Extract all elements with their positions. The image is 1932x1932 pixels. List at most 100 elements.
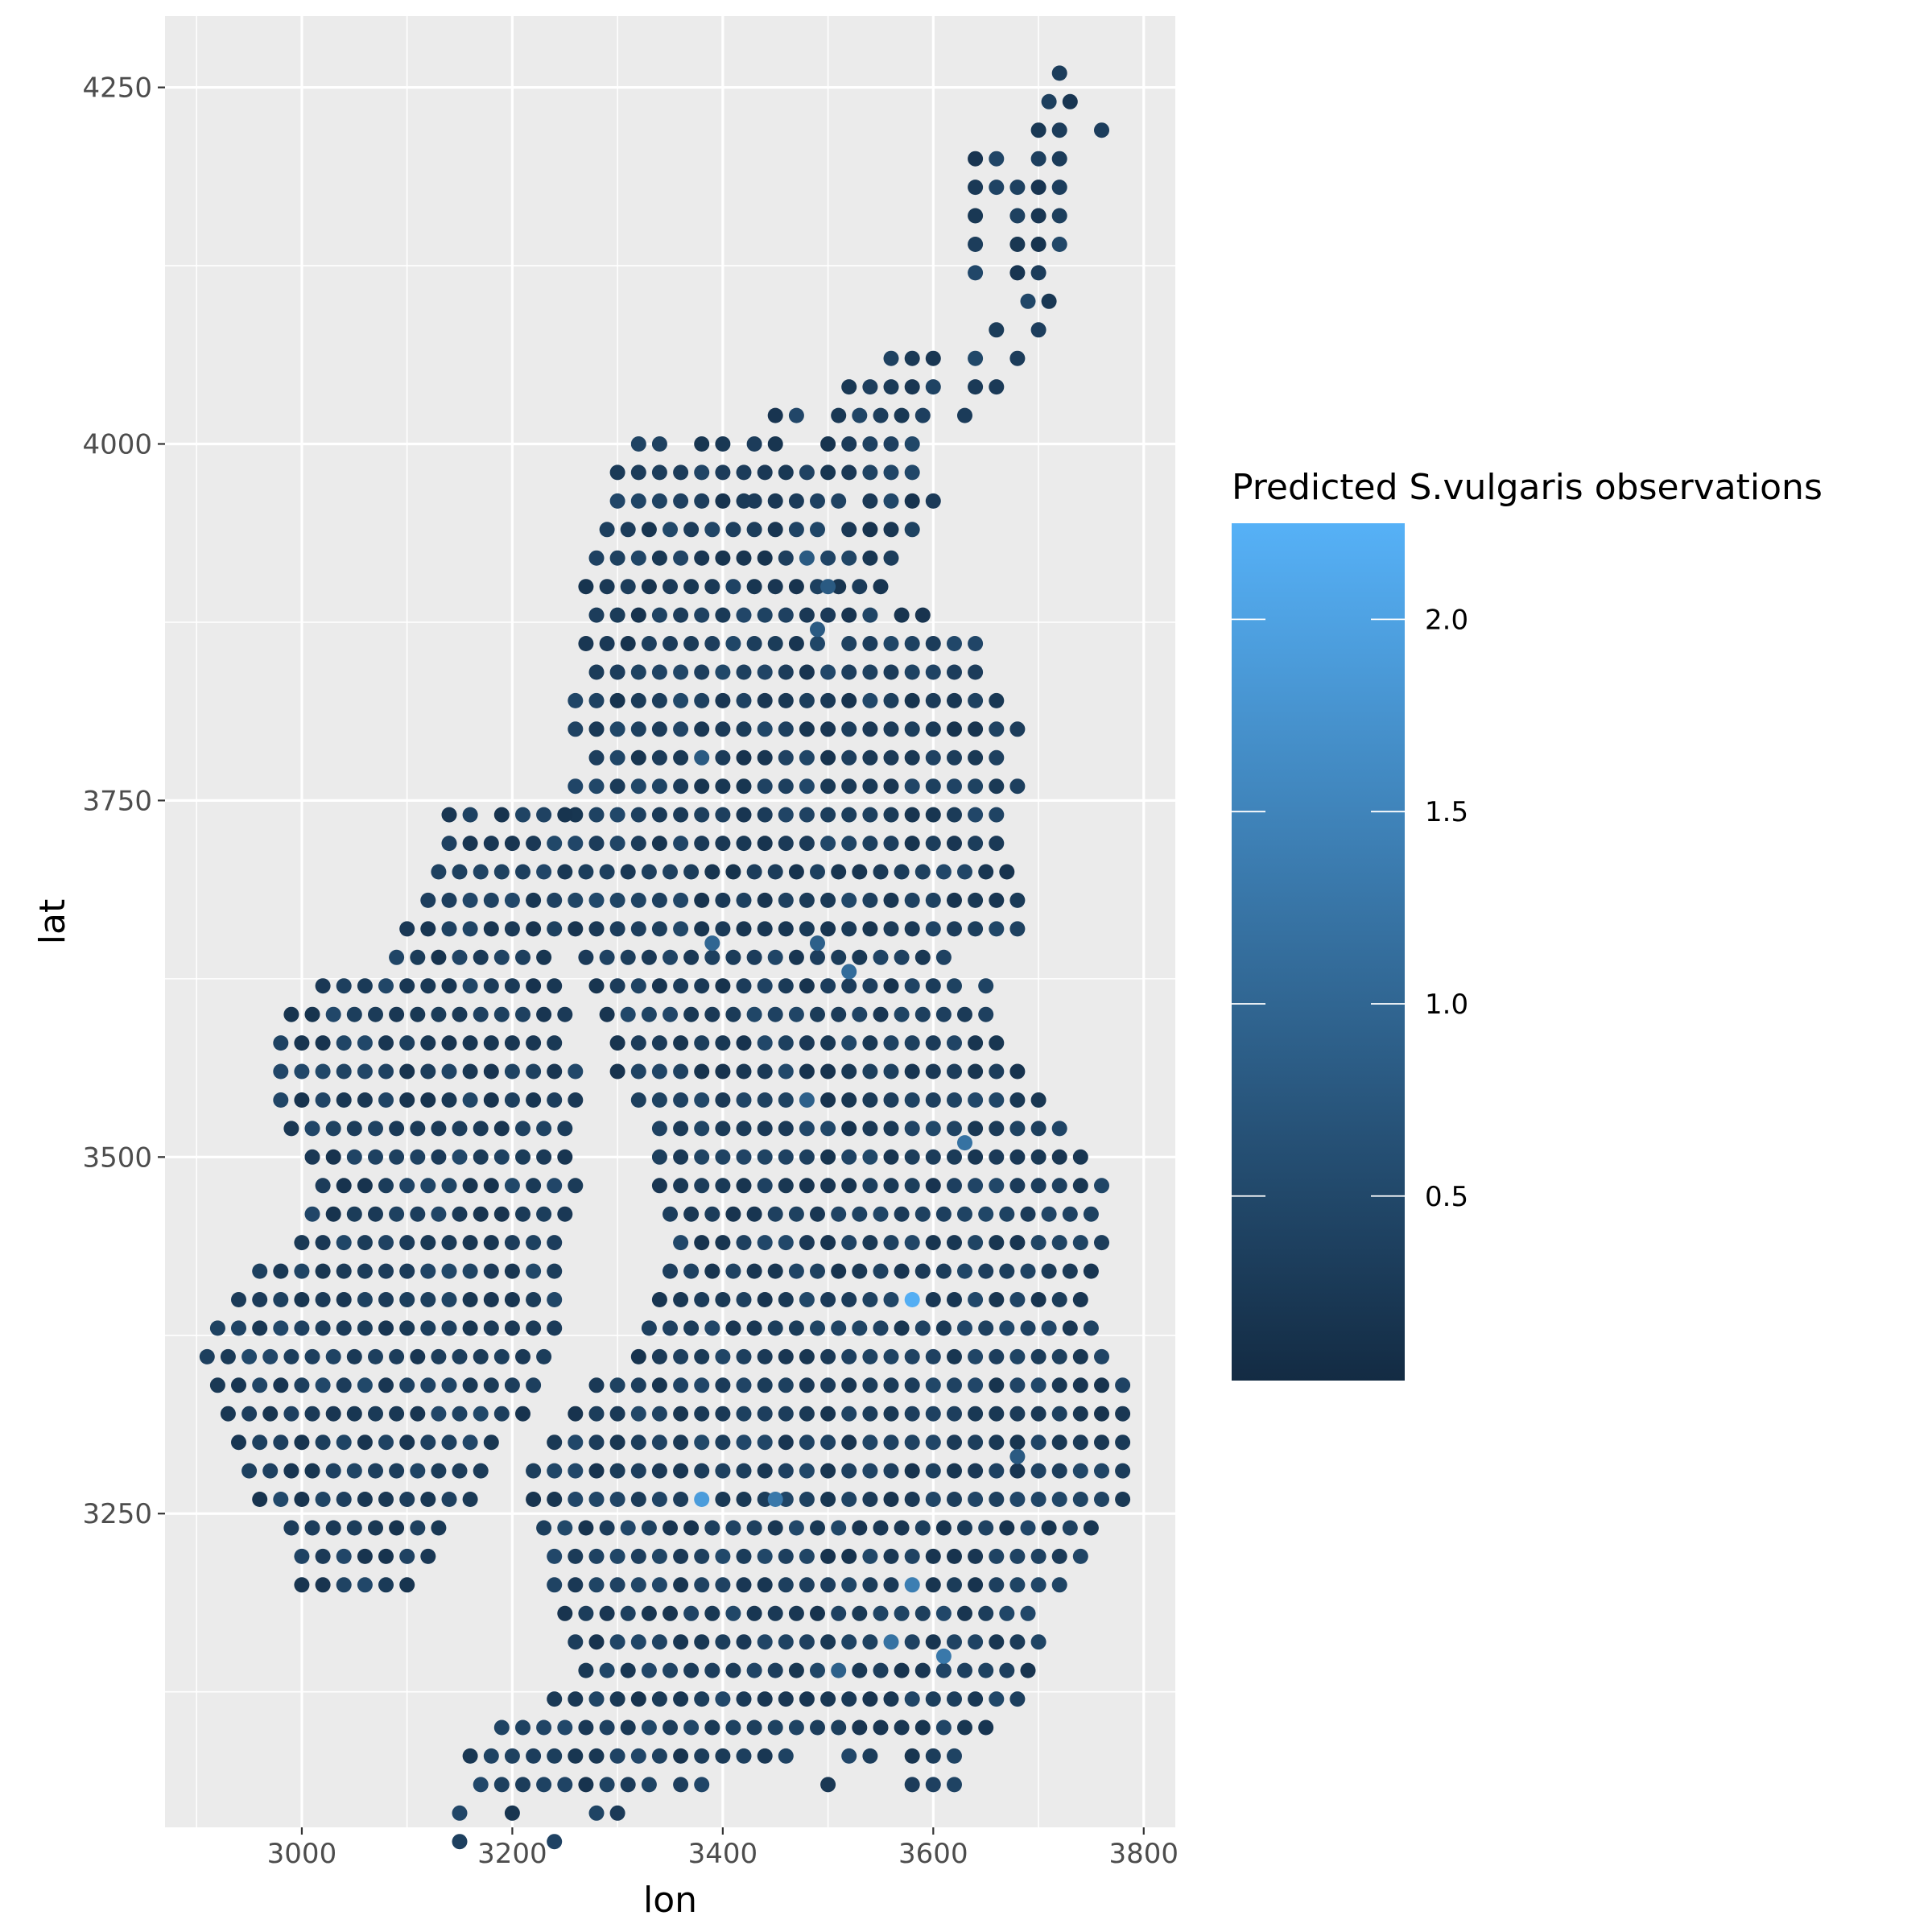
data-point: [683, 579, 700, 595]
data-point: [904, 1121, 920, 1137]
data-point: [673, 692, 689, 708]
data-point: [630, 692, 646, 708]
data-point: [831, 1263, 847, 1279]
data-point: [346, 1149, 362, 1165]
data-point: [1094, 1235, 1109, 1251]
data-point: [1030, 1548, 1046, 1564]
data-point: [841, 522, 857, 538]
data-point: [346, 1463, 362, 1479]
data-point: [304, 1520, 320, 1536]
data-point: [588, 1377, 605, 1393]
data-point: [947, 978, 962, 994]
data-point: [683, 1662, 700, 1678]
data-point: [663, 949, 678, 965]
data-point: [820, 692, 836, 708]
data-point: [810, 1006, 825, 1022]
data-point: [368, 1520, 383, 1536]
data-point: [641, 579, 657, 595]
data-point: [989, 1691, 1005, 1707]
data-point: [378, 1492, 394, 1507]
data-point: [515, 807, 530, 823]
data-point: [694, 1548, 710, 1564]
data-point: [841, 1235, 857, 1251]
data-point: [504, 1292, 520, 1307]
data-point: [841, 1577, 857, 1593]
data-point: [368, 1149, 383, 1165]
data-point: [483, 1263, 499, 1279]
data-point: [609, 550, 625, 566]
data-point: [536, 864, 552, 880]
data-point: [904, 692, 920, 708]
data-point: [757, 1035, 773, 1051]
data-point: [778, 892, 794, 908]
data-point: [294, 1548, 310, 1564]
data-point: [841, 664, 857, 680]
data-point: [1009, 721, 1026, 737]
data-point: [862, 1035, 878, 1051]
data-point: [968, 892, 984, 908]
data-point: [1009, 208, 1026, 224]
data-point: [1051, 1463, 1067, 1479]
data-point: [1009, 180, 1026, 196]
data-point: [547, 1834, 563, 1850]
data-point: [862, 1435, 878, 1451]
data-point: [883, 692, 899, 708]
data-point: [557, 1719, 573, 1736]
data-point: [862, 1463, 878, 1479]
data-point: [925, 636, 941, 651]
data-point: [989, 721, 1005, 737]
data-point: [862, 1377, 878, 1393]
data-point: [420, 892, 436, 908]
data-point: [925, 493, 941, 509]
data-point: [904, 1548, 920, 1564]
data-point: [462, 1263, 478, 1279]
data-point: [715, 464, 731, 481]
data-point: [778, 1149, 794, 1165]
data-point: [694, 493, 710, 509]
data-point: [799, 664, 815, 680]
data-point: [862, 807, 878, 823]
data-point: [694, 978, 710, 994]
data-point: [788, 522, 804, 538]
data-point: [778, 1377, 794, 1393]
data-point: [483, 892, 499, 908]
data-point: [968, 237, 984, 252]
data-point: [978, 1320, 994, 1336]
data-point: [325, 1463, 341, 1479]
data-point: [378, 1377, 394, 1393]
data-point: [252, 1263, 268, 1279]
data-point: [536, 1149, 552, 1165]
y-tick-label: 3500: [82, 1141, 152, 1174]
data-point: [947, 1292, 962, 1307]
data-point: [757, 664, 773, 680]
data-point: [820, 836, 836, 852]
data-point: [778, 607, 794, 623]
data-point: [262, 1463, 279, 1479]
data-point: [694, 1435, 710, 1451]
data-point: [462, 807, 478, 823]
data-point: [935, 1206, 952, 1222]
data-point: [399, 978, 415, 994]
data-point: [725, 1320, 741, 1336]
data-point: [767, 1605, 783, 1621]
data-point: [1072, 1178, 1088, 1194]
data-point: [862, 1577, 878, 1593]
data-point: [862, 1235, 878, 1251]
data-point: [493, 1006, 510, 1022]
data-point: [663, 1006, 678, 1022]
data-point: [894, 1605, 910, 1621]
data-point: [526, 921, 542, 937]
data-point: [725, 522, 741, 538]
data-point: [673, 1577, 689, 1593]
data-point: [757, 1121, 773, 1137]
data-point: [462, 1178, 478, 1194]
data-point: [820, 1092, 836, 1108]
data-point: [914, 1320, 931, 1336]
data-point: [925, 1035, 941, 1051]
data-point: [852, 864, 868, 880]
data-point: [852, 1719, 868, 1736]
data-point: [694, 1777, 710, 1793]
data-point: [904, 350, 920, 366]
data-point: [368, 1121, 383, 1137]
data-point: [925, 1492, 941, 1507]
